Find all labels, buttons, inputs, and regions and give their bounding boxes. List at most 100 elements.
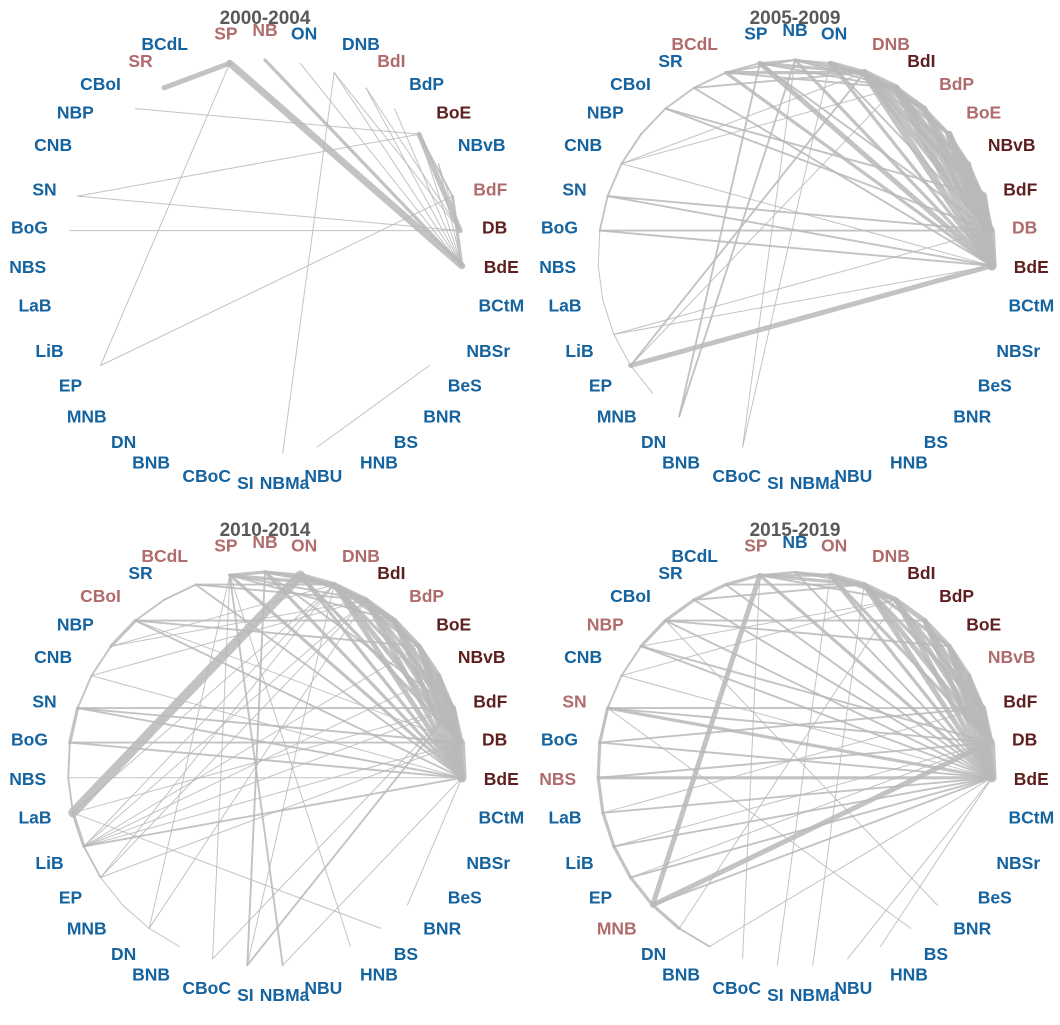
- node-label-DNB: DNB: [872, 34, 910, 54]
- edge-ON-BdE: [828, 61, 994, 268]
- node-label-BoG: BoG: [541, 730, 578, 750]
- node-label-SN: SN: [32, 691, 56, 711]
- edge-DNB-DB: [333, 72, 461, 232]
- edge-LiB-DB: [613, 742, 991, 847]
- node-label-NBS: NBS: [9, 257, 46, 277]
- node-label-LaB: LaB: [18, 808, 51, 828]
- edge-ON-BdI: [828, 573, 898, 602]
- node-label-NBU: NBU: [304, 978, 342, 998]
- edge-EP-MNB: [100, 877, 124, 906]
- edge-CBoI-BdE: [664, 619, 993, 779]
- edge-CBoC-ON: [742, 62, 831, 448]
- node-label-CBoI: CBoI: [610, 74, 651, 94]
- node-label-BdI: BdI: [907, 51, 935, 71]
- node-label-BdE: BdE: [484, 769, 519, 789]
- edge-BoG-BdE: [68, 741, 463, 779]
- node-label-SI: SI: [767, 473, 784, 493]
- edge-CBoC-NB: [742, 59, 796, 448]
- node-label-DB: DB: [482, 218, 507, 238]
- node-label-BdI: BdI: [377, 563, 405, 583]
- node-label-ON: ON: [821, 24, 847, 44]
- node-label-CNB: CNB: [564, 135, 602, 155]
- edge-DNB-BdE: [333, 72, 463, 267]
- node-label-ON: ON: [291, 536, 317, 556]
- node-label-DNB: DNB: [342, 546, 380, 566]
- panel-title-2005-2009: 2005-2009: [749, 8, 841, 29]
- edge-ON-DB: [828, 573, 992, 745]
- edge-DNB-SI: [246, 584, 335, 966]
- node-label-BS: BS: [924, 432, 948, 452]
- edge-HNB-SP: [229, 574, 351, 947]
- edge-NBMa-BdE: [282, 777, 463, 966]
- edge-ON-BdE: [299, 62, 463, 267]
- node-label-BdF: BdF: [1003, 179, 1037, 199]
- node-label-SI: SI: [237, 985, 254, 1005]
- node-label-EP: EP: [59, 888, 83, 908]
- edge-LiB-BdE: [612, 776, 993, 848]
- node-label-NBU: NBU: [834, 466, 872, 486]
- node-label-NB: NB: [252, 20, 277, 40]
- node-label-BoE: BoE: [966, 615, 1001, 635]
- node-label-SN: SN: [562, 179, 586, 199]
- edge-LaB-LiB: [601, 811, 616, 848]
- node-label-BoE: BoE: [966, 103, 1001, 123]
- node-label-NBP: NBP: [587, 103, 624, 123]
- node-label-BNR: BNR: [953, 406, 991, 426]
- edge-SI-BdF: [246, 707, 454, 967]
- node-label-BCtM: BCtM: [1009, 808, 1055, 828]
- edge-HNB-BdE: [880, 777, 993, 947]
- node-label-SP: SP: [214, 536, 238, 556]
- edge-CBoI-BoE: [134, 619, 420, 648]
- node-label-SP: SP: [744, 536, 768, 556]
- edge-DN-BNB: [678, 927, 711, 948]
- edge-SN-DB: [606, 195, 992, 232]
- node-label-BdE: BdE: [1014, 769, 1049, 789]
- panel-2010-2014: NB ON DNB BdI BdP BoE NBvB BdF DB BdE BCtM NBSr BeS B…: [0, 512, 530, 1025]
- edge-DB-BdE: [985, 737, 997, 783]
- edge-SN-BoG: [598, 195, 609, 232]
- node-label-MNB: MNB: [597, 918, 637, 938]
- node-label-NBSr: NBSr: [466, 853, 510, 873]
- node-label-BdE: BdE: [1014, 257, 1049, 277]
- node-label-CBoI: CBoI: [80, 586, 121, 606]
- edge-EP-DNB: [100, 584, 335, 878]
- edge-NBP-DB: [640, 645, 992, 744]
- node-label-BeS: BeS: [978, 888, 1012, 908]
- edge-DNB-BdE: [861, 582, 995, 781]
- edge-DN-BdI: [678, 599, 897, 929]
- edge-SN-DB: [76, 707, 462, 744]
- edge-BCdL-BdE: [194, 583, 463, 779]
- edge-MNB-EP: [630, 365, 654, 394]
- node-label-BoE: BoE: [436, 103, 471, 123]
- edge-CNB-BdE: [621, 675, 993, 779]
- node-label-CBoC: CBoC: [712, 466, 761, 486]
- node-label-LaB: LaB: [548, 296, 581, 316]
- edge-CBoI-DB: [134, 620, 461, 744]
- node-label-SN: SN: [562, 691, 586, 711]
- edge-DB-BdE: [985, 225, 997, 271]
- edge-BCdL-BdI: [724, 71, 897, 89]
- node-label-SR: SR: [128, 51, 153, 71]
- edge-LaB-LiB: [602, 300, 615, 335]
- edge-SP-MNB: [650, 572, 763, 908]
- edge-BoE-BdE: [418, 133, 463, 267]
- edge-CBoI-BdE: [134, 619, 463, 779]
- edge-NBS-LaB: [596, 776, 605, 815]
- panel-2000-2004: NB ON DNB BdI BdP BoE NBvB BdF DB BdE BCtM NBSr BeS B…: [0, 0, 530, 512]
- edge-CNB-BdI: [621, 87, 897, 165]
- edge-LiB-EP: [613, 333, 632, 366]
- edge-BdI-DB: [365, 87, 461, 232]
- edge-BdP-BdE: [394, 108, 463, 267]
- edge-SR-DNB: [693, 583, 866, 601]
- edge-BdP-BdE: [392, 618, 465, 781]
- edge-BoG-NBS: [596, 741, 602, 780]
- node-label-BNB: BNB: [132, 452, 170, 472]
- node-label-NBS: NBS: [539, 257, 576, 277]
- node-label-SP: SP: [214, 24, 238, 44]
- edge-BoG-NBS: [67, 741, 71, 779]
- node-label-NBvB: NBvB: [988, 135, 1036, 155]
- node-label-BCdL: BCdL: [141, 34, 188, 54]
- edge-CNB-DNB: [621, 72, 865, 165]
- edge-LaB-DNB: [72, 584, 335, 814]
